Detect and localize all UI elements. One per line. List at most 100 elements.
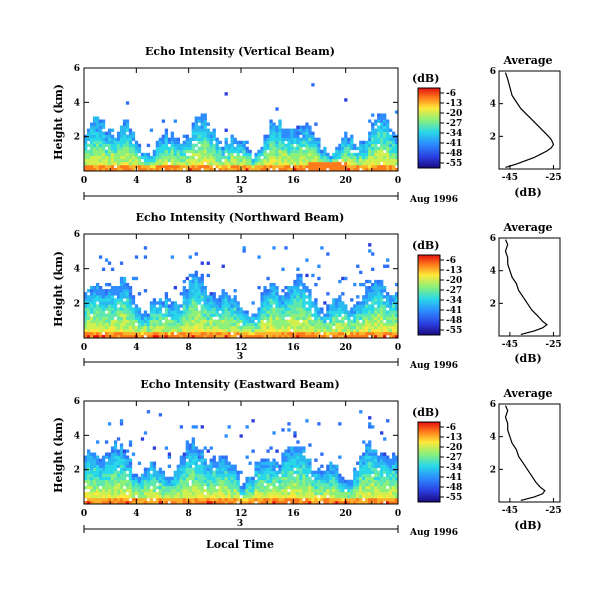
heatmap-cell: [143, 319, 148, 324]
heatmap-cell: [92, 158, 97, 163]
heatmap-cell: [380, 461, 384, 465]
heatmap-cell: [185, 497, 189, 502]
heatmap-cell: [299, 149, 303, 154]
heatmap-cell: [209, 310, 213, 314]
heatmap-cell: [338, 482, 342, 487]
heatmap-cell: [332, 467, 336, 471]
heatmap-cell: [92, 458, 97, 462]
heatmap-cell: [179, 470, 183, 475]
heatmap-cell: [266, 458, 270, 462]
panel-title: Echo Intensity (Eastward Beam): [140, 378, 339, 391]
heatmap-cell: [341, 137, 345, 142]
heatmap-cell: [119, 292, 124, 296]
heatmap-cell: [197, 485, 201, 490]
heatmap-cell: [158, 325, 163, 330]
heatmap-cell: [290, 485, 294, 490]
heatmap-cell: [176, 322, 180, 327]
heatmap-cell: [89, 158, 94, 163]
heatmap-cell: [374, 286, 378, 290]
heatmap-cell: [371, 328, 375, 333]
heatmap-cell: [368, 455, 372, 459]
heatmap-cell: [260, 310, 264, 314]
heatmap-cell: [122, 461, 127, 465]
heatmap-cell: [326, 500, 330, 505]
heatmap-cell: [371, 304, 375, 308]
heatmap-cell: [269, 137, 273, 142]
heatmap-cell: [84, 476, 88, 481]
heatmap-cell: [89, 152, 94, 157]
heatmap-cell: [323, 313, 327, 317]
heatmap-cell: [284, 286, 288, 290]
heatmap-cell: [236, 167, 240, 172]
heatmap-cell: [338, 161, 342, 166]
heatmap-cell: [98, 292, 103, 296]
heatmap-cell: [86, 458, 91, 462]
heatmap-cell: [164, 152, 169, 157]
heatmap-cell: [260, 476, 264, 481]
heatmap-cell: [209, 500, 213, 505]
heatmap-cell: [197, 473, 201, 478]
heatmap-cell: [191, 158, 195, 163]
heatmap-cell: [89, 304, 94, 308]
heatmap-cell: [359, 334, 363, 339]
heatmap-cell: [242, 164, 246, 169]
heatmap-cell: [299, 161, 303, 166]
heatmap-cell: [200, 310, 204, 314]
heatmap-cell: [125, 161, 130, 166]
heatmap-cell: [131, 298, 136, 302]
heatmap-cell: [95, 134, 100, 138]
heatmap-cell: [317, 137, 321, 142]
heatmap-cell: [224, 143, 228, 148]
heatmap-cell: [338, 298, 342, 302]
heatmap-cell: [167, 331, 172, 336]
heatmap-cell: [392, 137, 396, 142]
heatmap-cell: [380, 325, 384, 330]
heatmap-cell: [212, 128, 216, 132]
heatmap-cell: [296, 440, 300, 444]
heatmap-cell: [107, 458, 112, 462]
heatmap-cell: [227, 319, 231, 324]
heatmap-cell: [329, 485, 333, 490]
heatmap-cell: [383, 334, 387, 339]
heatmap-cell: [266, 276, 270, 281]
heatmap-cell: [314, 485, 318, 490]
heatmap-cell: [278, 485, 282, 490]
heatmap-cell: [281, 310, 285, 314]
heatmap-cell: [179, 313, 183, 317]
heatmap-cell: [98, 331, 103, 336]
colorbar: [417, 87, 441, 169]
heatmap-cell: [191, 491, 195, 496]
heatmap-cell: [344, 482, 348, 487]
heatmap-cell: [356, 155, 360, 160]
heatmap-cell: [359, 458, 363, 462]
heatmap-cell: [203, 494, 207, 499]
heatmap-cell: [257, 158, 261, 163]
heatmap-cell: [176, 313, 180, 317]
heatmap-cell: [269, 158, 273, 163]
heatmap-cell: [200, 313, 204, 317]
heatmap-cell: [98, 488, 103, 493]
heatmap-cell: [233, 491, 237, 496]
heatmap-cell: [161, 137, 166, 142]
heatmap-cell: [98, 313, 103, 317]
heatmap-cell: [395, 143, 399, 148]
heatmap-cell: [92, 292, 97, 296]
heatmap-cell: [98, 494, 103, 499]
heatmap-cell: [263, 470, 267, 475]
heatmap-cell: [290, 146, 294, 151]
heatmap-cell: [377, 331, 381, 336]
colorbar-tick-label: -13: [446, 433, 462, 443]
heatmap-cell: [104, 334, 109, 339]
heatmap-cell: [89, 488, 94, 493]
heatmap-cell: [257, 286, 261, 290]
heatmap-cell: [191, 331, 195, 336]
heatmap-cell: [305, 500, 309, 505]
heatmap-cell: [374, 494, 378, 499]
heatmap-cell: [278, 322, 282, 327]
heatmap-cell: [359, 304, 363, 308]
heatmap-cell: [395, 140, 399, 145]
heatmap-cell: [332, 164, 336, 169]
heatmap-cell: [84, 137, 88, 142]
heatmap-cell: [383, 119, 387, 123]
